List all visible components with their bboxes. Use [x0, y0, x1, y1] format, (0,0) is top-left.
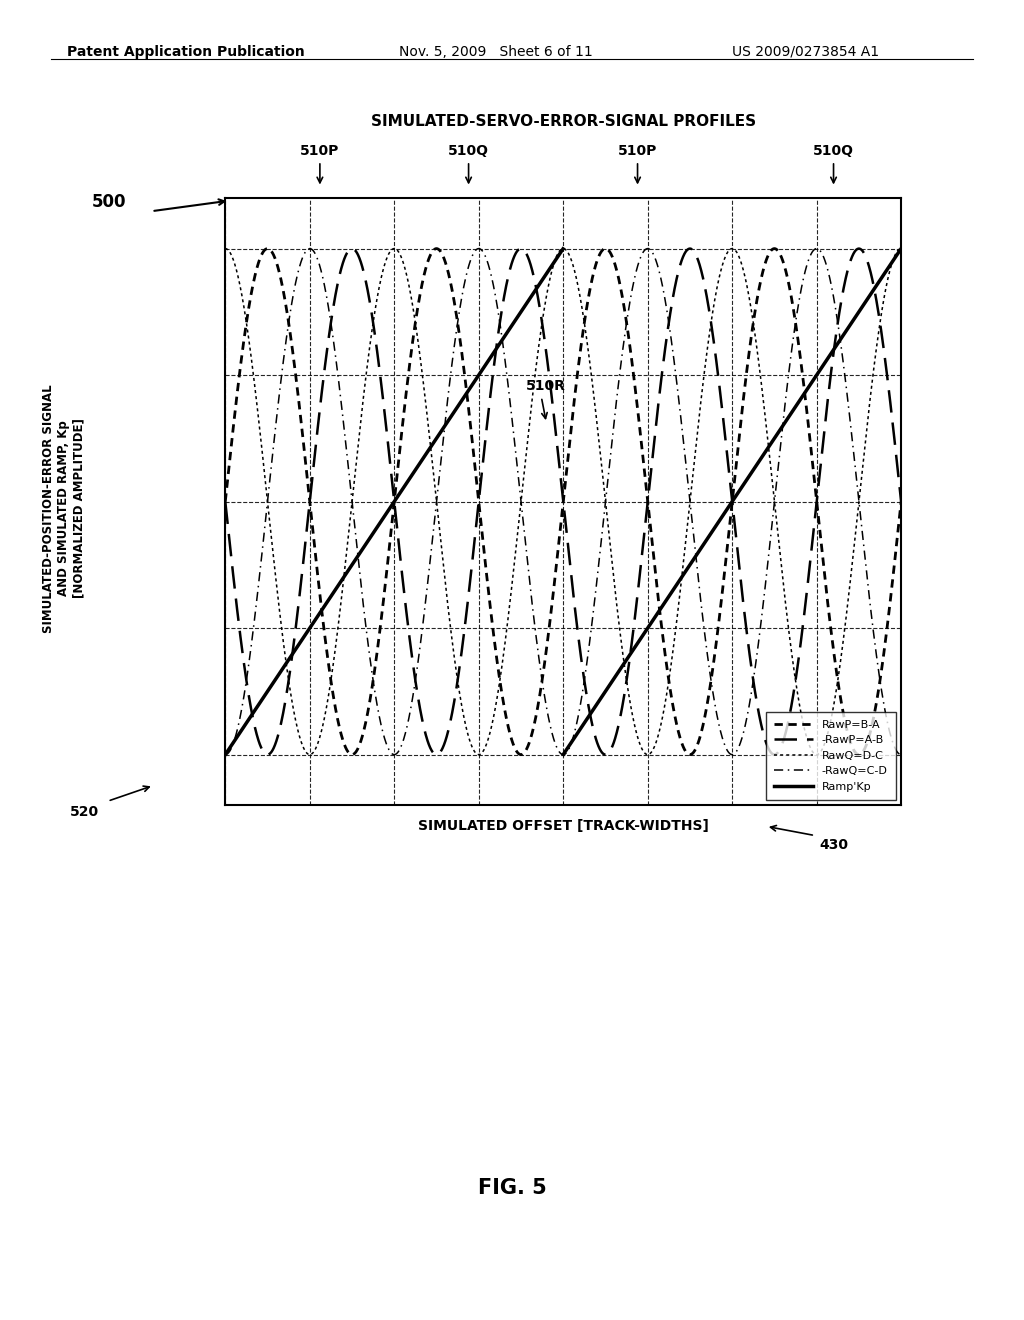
RawP=B-A	[853, 747, 865, 763]
-RawQ=C-D	[876, 685, 888, 701]
Text: 520: 520	[70, 805, 98, 818]
Text: Patent Application Publication: Patent Application Publication	[67, 45, 304, 59]
Text: 500: 500	[92, 193, 127, 211]
Legend: RawP=B-A, -RawP=A-B, RawQ=D-C, -RawQ=C-D, Ramp'Kp: RawP=B-A, -RawP=A-B, RawQ=D-C, -RawQ=C-D…	[766, 711, 896, 800]
RawP=B-A	[530, 706, 543, 722]
RawQ=D-C	[219, 240, 231, 256]
Title: SIMULATED-SERVO-ERROR-SIGNAL PROFILES: SIMULATED-SERVO-ERROR-SIGNAL PROFILES	[371, 114, 756, 129]
-RawP=A-B	[876, 327, 888, 343]
RawP=B-A	[877, 657, 889, 673]
Text: SIMULATED-POSITION-ERROR SIGNAL
AND SIMULATED RAMP, Kp
[NORMALIZED AMPLITUDE]: SIMULATED-POSITION-ERROR SIGNAL AND SIMU…	[42, 384, 85, 632]
Ramp'Kp	[355, 543, 368, 558]
Text: 510P: 510P	[617, 144, 657, 158]
Ramp'Kp	[368, 524, 380, 540]
Text: 510P: 510P	[300, 144, 340, 158]
Text: Nov. 5, 2009   Sheet 6 of 11: Nov. 5, 2009 Sheet 6 of 11	[399, 45, 593, 59]
Ramp'Kp	[254, 696, 266, 711]
Text: 430: 430	[819, 838, 848, 851]
-RawQ=C-D	[530, 631, 543, 647]
RawP=B-A	[895, 494, 907, 510]
Ramp'Kp	[482, 352, 495, 368]
RawQ=D-C	[752, 347, 764, 363]
-RawQ=C-D	[752, 640, 764, 656]
Ramp'Kp	[557, 242, 569, 257]
Text: 510Q: 510Q	[449, 144, 489, 158]
-RawQ=C-D	[254, 566, 266, 582]
-RawP=A-B	[548, 411, 560, 426]
RawQ=D-C	[895, 240, 907, 256]
RawQ=D-C	[876, 302, 888, 318]
Line: RawP=B-A: RawP=B-A	[225, 248, 901, 755]
-RawQ=C-D	[876, 682, 888, 698]
RawP=B-A	[752, 288, 764, 304]
-RawP=A-B	[853, 240, 865, 256]
Ramp'Kp	[219, 747, 231, 763]
RawP=B-A	[548, 577, 560, 593]
RawP=B-A	[876, 660, 888, 676]
-RawP=A-B	[530, 281, 543, 297]
Text: 510R: 510R	[526, 379, 566, 393]
Text: FIG. 5: FIG. 5	[477, 1177, 547, 1199]
-RawQ=C-D	[548, 733, 560, 748]
Ramp'Kp	[488, 343, 501, 359]
RawP=B-A	[219, 494, 231, 510]
-RawQ=C-D	[219, 747, 231, 763]
RawQ=D-C	[548, 255, 560, 271]
-RawP=A-B	[895, 494, 907, 510]
-RawP=A-B	[752, 700, 764, 715]
-RawP=A-B	[261, 747, 273, 763]
-RawP=A-B	[219, 494, 231, 510]
RawQ=D-C	[876, 305, 888, 321]
Text: US 2009/0273854 A1: US 2009/0273854 A1	[732, 45, 880, 59]
-RawP=A-B	[877, 330, 889, 346]
RawP=B-A	[261, 240, 273, 256]
-RawP=A-B	[254, 737, 266, 752]
-RawQ=C-D	[304, 240, 316, 256]
Line: -RawQ=C-D: -RawQ=C-D	[225, 248, 901, 755]
RawQ=D-C	[304, 747, 316, 763]
Line: -RawP=A-B: -RawP=A-B	[225, 248, 901, 755]
RawQ=D-C	[530, 356, 543, 372]
Line: RawQ=D-C: RawQ=D-C	[225, 248, 901, 755]
Text: 510Q: 510Q	[813, 144, 854, 158]
X-axis label: SIMULATED OFFSET [TRACK-WIDTHS]: SIMULATED OFFSET [TRACK-WIDTHS]	[418, 820, 709, 833]
Line: Ramp'Kp: Ramp'Kp	[225, 249, 563, 755]
RawQ=D-C	[254, 421, 266, 437]
-RawQ=C-D	[895, 747, 907, 763]
RawP=B-A	[254, 251, 266, 267]
Ramp'Kp	[451, 400, 463, 416]
